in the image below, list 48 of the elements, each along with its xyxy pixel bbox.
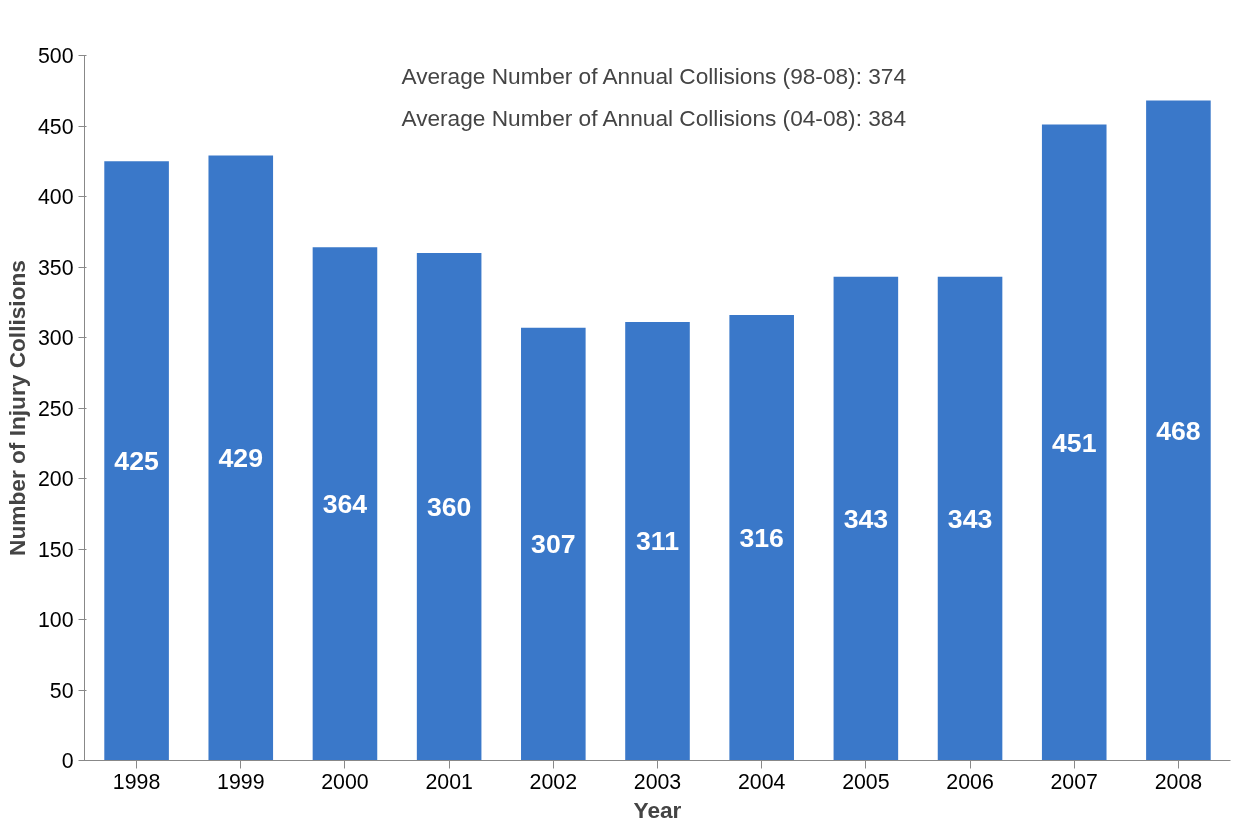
- x-axis-title: Year: [633, 796, 682, 823]
- y-tick-label: 400: [37, 185, 74, 209]
- y-tick-label: 50: [49, 678, 74, 703]
- annotation: Average Number of Annual Collisions (98-08): 374: [401, 62, 907, 89]
- y-tick-label: 200: [37, 467, 74, 491]
- y-tick-label: 150: [37, 537, 74, 562]
- bar: [1041, 124, 1107, 761]
- data-label: 343: [947, 503, 993, 534]
- data-label: 316: [739, 522, 784, 553]
- data-label: 307: [531, 529, 576, 560]
- data-label: 425: [114, 445, 159, 476]
- x-tick-label: 2000: [321, 769, 369, 794]
- x-tick-label: 1998: [112, 769, 161, 794]
- x-tick-label: 2008: [1154, 769, 1203, 794]
- y-tick-label: 450: [37, 114, 74, 139]
- bar: [833, 276, 899, 761]
- x-tick-label: 2003: [633, 769, 682, 794]
- bar: [1146, 100, 1211, 761]
- y-tick-label: 0: [61, 749, 74, 773]
- y-tick-label: 100: [37, 608, 74, 632]
- data-label: 311: [636, 526, 680, 557]
- data-label: 451: [1051, 427, 1097, 458]
- bar: [937, 276, 1003, 761]
- y-axis-title: Number of Injury Collisions: [3, 260, 30, 556]
- bar: [208, 155, 274, 761]
- y-tick-label: 350: [37, 255, 74, 280]
- annotation: Average Number of Annual Collisions (04-08): 384: [401, 104, 907, 131]
- bar: [312, 247, 378, 761]
- data-label: 364: [322, 488, 368, 519]
- bar: [416, 252, 482, 761]
- data-label: 343: [843, 503, 889, 534]
- x-tick-label: 2006: [946, 769, 994, 794]
- x-tick-label: 2001: [425, 769, 473, 794]
- x-tick-label: 2004: [737, 769, 786, 794]
- data-label: 468: [1156, 415, 1201, 446]
- data-label: 360: [426, 491, 472, 522]
- bar: [104, 161, 169, 761]
- x-tick-label: 2002: [529, 769, 578, 794]
- x-tick-label: 2007: [1050, 769, 1098, 794]
- y-tick-label: 500: [37, 44, 74, 68]
- data-label: 429: [218, 443, 264, 474]
- bar: [625, 321, 690, 761]
- bar: [521, 327, 586, 761]
- x-tick-label: 2005: [842, 769, 890, 794]
- y-tick-label: 250: [37, 396, 74, 421]
- bar: [729, 314, 794, 761]
- x-tick-label: 1999: [217, 769, 265, 794]
- y-tick-label: 300: [37, 326, 74, 350]
